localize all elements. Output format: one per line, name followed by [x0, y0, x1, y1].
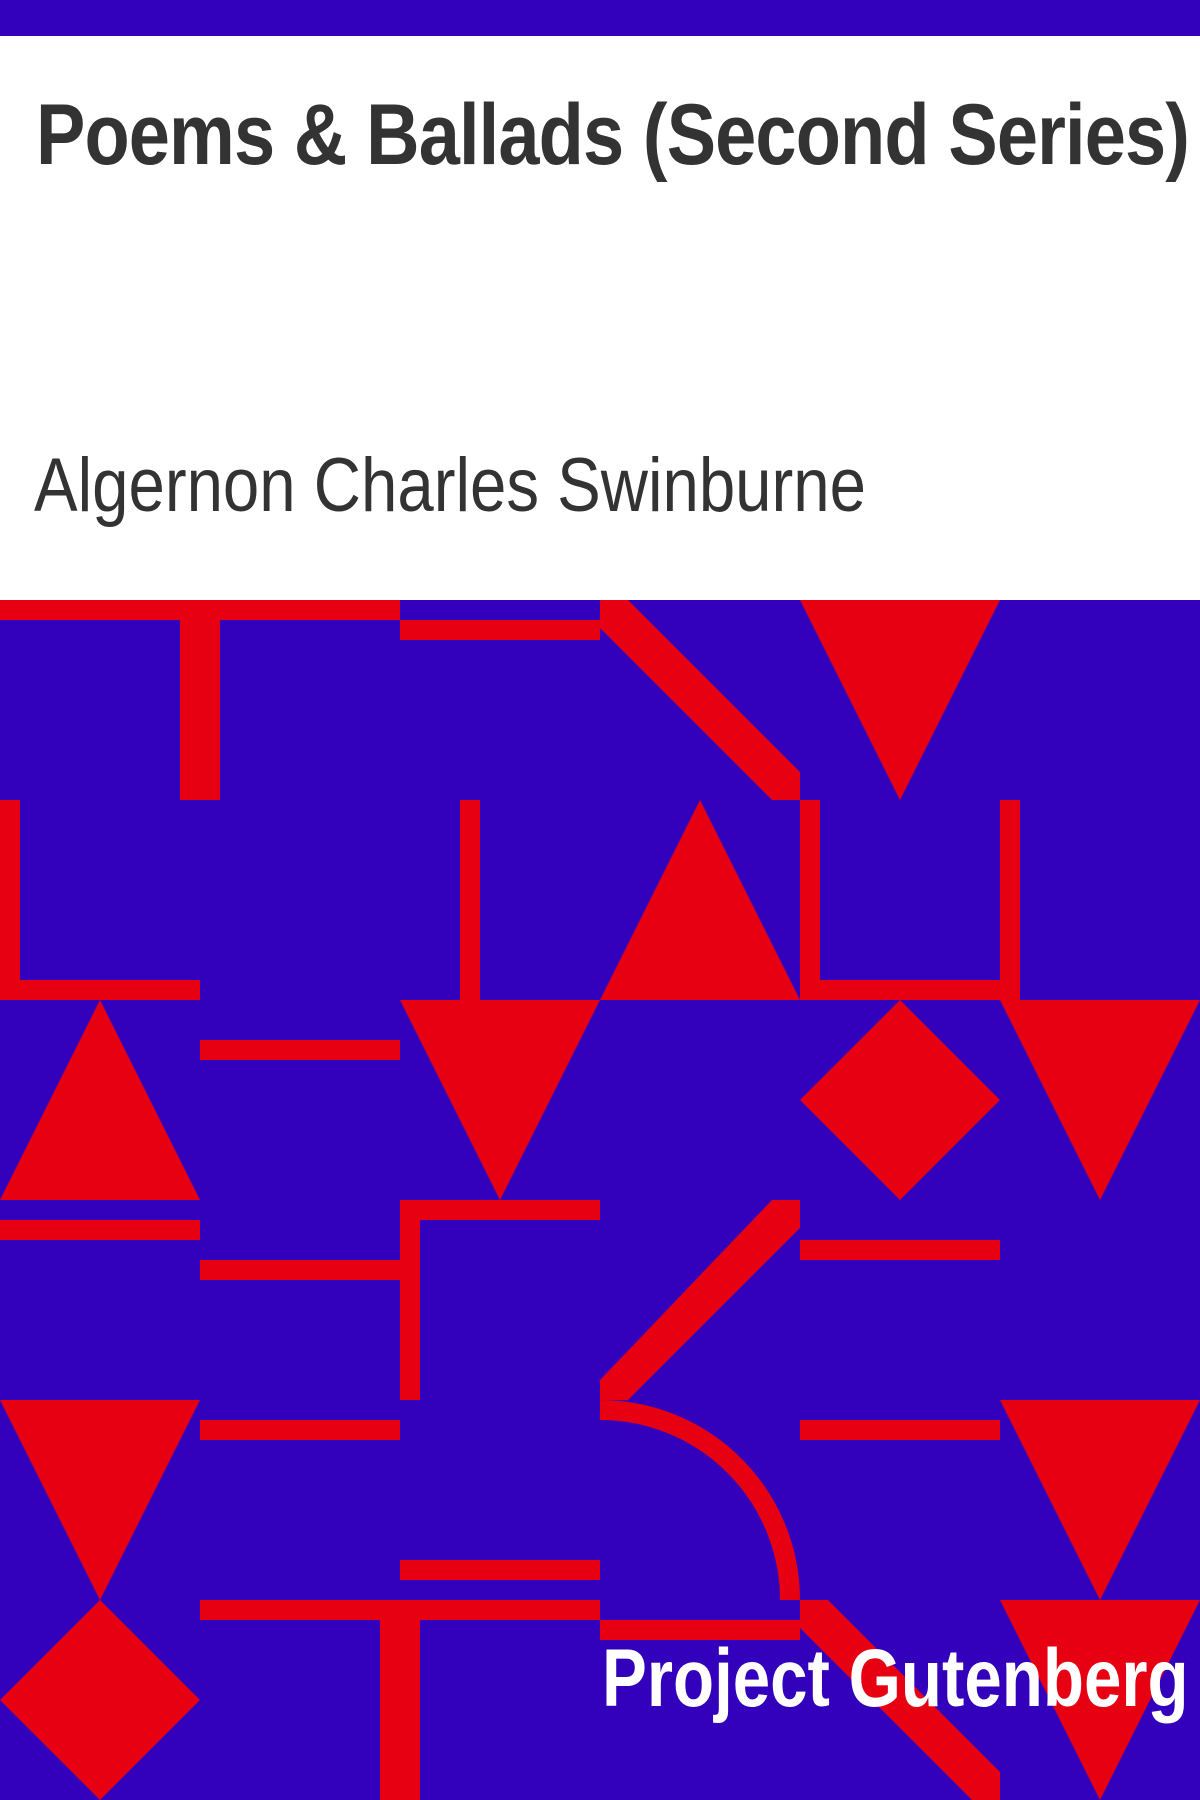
pattern-arc	[599, 1400, 800, 1601]
pattern-bar	[800, 1240, 1000, 1260]
pattern-diagonal	[600, 1200, 800, 1400]
top-bar	[0, 0, 1200, 36]
pattern-bar	[0, 980, 200, 1000]
pattern-bar	[200, 1600, 600, 1620]
pattern-bar	[200, 1040, 400, 1060]
pattern-triangle	[1000, 1600, 1200, 1800]
pattern-bar	[800, 800, 820, 1000]
geometric-pattern	[0, 600, 1200, 1800]
pattern-bar	[0, 1220, 200, 1240]
pattern-triangle	[0, 1000, 200, 1200]
book-title: Poems & Ballads (Second Series)	[36, 87, 1190, 183]
pattern-bar	[400, 1560, 600, 1580]
pattern-triangle	[1000, 1400, 1200, 1600]
pattern-bar	[1000, 800, 1020, 1000]
pattern-triangle	[800, 600, 1000, 800]
pattern-bar	[400, 1200, 420, 1400]
pattern-bar	[460, 800, 480, 1000]
pattern-diamond	[0, 1600, 200, 1800]
pattern-triangle	[600, 800, 800, 1000]
pattern-bar	[380, 1620, 420, 1800]
pattern-triangle	[400, 1000, 600, 1200]
pattern-bar	[400, 620, 600, 640]
pattern-bar	[200, 1260, 400, 1280]
pattern-triangle	[1000, 1000, 1200, 1200]
pattern-bar	[400, 1200, 600, 1220]
publisher-name: Project Gutenberg	[602, 1633, 1189, 1724]
pattern-diagonal	[800, 1600, 1000, 1800]
pattern-bar	[180, 600, 220, 800]
pattern-bar	[800, 980, 1000, 1000]
pattern-diagonal	[600, 600, 800, 800]
pattern-bar	[600, 1620, 800, 1640]
pattern-diamond	[800, 1000, 1000, 1200]
pattern-triangle	[0, 1400, 200, 1600]
pattern-bar	[0, 800, 20, 1000]
pattern-bar	[800, 1420, 1000, 1440]
book-author: Algernon Charles Swinburne	[34, 443, 867, 528]
pattern-shapes	[0, 600, 1200, 1800]
pattern-bar	[200, 1420, 400, 1440]
